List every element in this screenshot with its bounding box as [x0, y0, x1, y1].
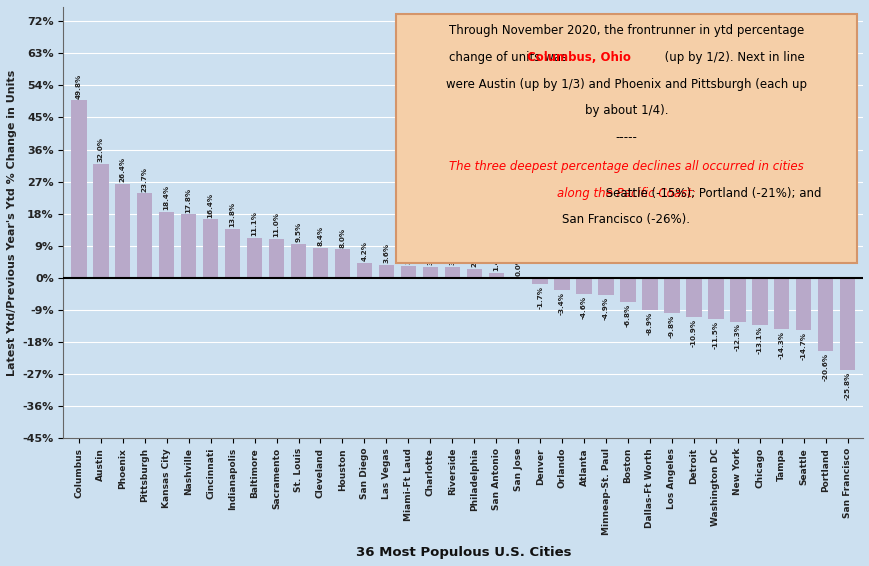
Bar: [93, 164, 109, 278]
Text: along the Pacific Coast:: along the Pacific Coast:: [556, 187, 695, 200]
Text: by about 1/4).: by about 1/4).: [584, 104, 667, 117]
Text: San Francisco (-26%).: San Francisco (-26%).: [561, 213, 690, 226]
Bar: [225, 229, 240, 278]
Text: -20.6%: -20.6%: [822, 353, 828, 381]
Text: 3.6%: 3.6%: [383, 243, 389, 263]
Text: 3.4%: 3.4%: [405, 244, 411, 264]
Bar: [137, 194, 152, 278]
Bar: [466, 269, 481, 278]
Text: 4.2%: 4.2%: [361, 241, 367, 261]
Text: change of units was                          (up by 1/2). Next in line: change of units was (up by 1/2). Next in…: [448, 51, 803, 64]
Bar: [795, 278, 811, 330]
Bar: [686, 278, 700, 317]
Text: 3.0%: 3.0%: [427, 245, 433, 265]
Text: 13.8%: 13.8%: [229, 201, 235, 227]
Text: 23.7%: 23.7%: [142, 166, 148, 191]
Bar: [620, 278, 635, 302]
Bar: [115, 184, 130, 278]
Y-axis label: Latest Ytd/Previous Year's Ytd % Change in Units: Latest Ytd/Previous Year's Ytd % Change …: [7, 70, 17, 376]
Text: -----: -----: [614, 131, 637, 144]
Text: -10.9%: -10.9%: [690, 319, 696, 346]
Bar: [729, 278, 745, 321]
Bar: [202, 220, 218, 278]
Text: 49.8%: 49.8%: [76, 73, 82, 98]
Bar: [335, 249, 349, 278]
Text: 11.1%: 11.1%: [251, 212, 257, 237]
Bar: [71, 100, 86, 278]
Text: 32.0%: 32.0%: [97, 137, 103, 162]
Text: 11.0%: 11.0%: [273, 212, 279, 237]
Text: 16.4%: 16.4%: [208, 192, 214, 217]
Text: -12.3%: -12.3%: [734, 323, 740, 351]
Text: -9.8%: -9.8%: [668, 315, 674, 338]
Text: -4.6%: -4.6%: [580, 296, 587, 319]
Bar: [576, 278, 591, 294]
Bar: [773, 278, 788, 329]
Bar: [269, 239, 284, 278]
Bar: [817, 278, 833, 351]
Text: 8.0%: 8.0%: [339, 228, 345, 247]
Text: -11.5%: -11.5%: [712, 320, 718, 349]
Text: were Austin (up by 1/3) and Phoenix and Pittsburgh (each up: were Austin (up by 1/3) and Phoenix and …: [446, 78, 806, 91]
Bar: [181, 215, 196, 278]
Bar: [839, 278, 854, 370]
Text: 17.8%: 17.8%: [185, 187, 191, 213]
Text: 3.0%: 3.0%: [448, 245, 454, 265]
Bar: [707, 278, 723, 319]
Text: The three deepest percentage declines all occurred in cities: The three deepest percentage declines al…: [448, 160, 803, 173]
X-axis label: 36 Most Populous U.S. Cities: 36 Most Populous U.S. Cities: [355, 546, 570, 559]
Bar: [313, 248, 328, 278]
Bar: [554, 278, 569, 290]
Bar: [422, 267, 437, 278]
Text: Seattle (-15%); Portland (-21%); and: Seattle (-15%); Portland (-21%); and: [601, 187, 820, 200]
Text: 18.4%: 18.4%: [163, 185, 169, 211]
Text: 8.4%: 8.4%: [317, 226, 323, 246]
Bar: [401, 265, 415, 278]
Text: -8.9%: -8.9%: [647, 311, 653, 335]
Bar: [290, 244, 306, 278]
Bar: [488, 273, 503, 278]
Text: -3.4%: -3.4%: [559, 291, 565, 315]
Text: 2.5%: 2.5%: [471, 247, 477, 267]
Bar: [247, 238, 262, 278]
Text: -1.7%: -1.7%: [536, 286, 542, 308]
Bar: [598, 278, 613, 295]
Bar: [664, 278, 679, 313]
Bar: [378, 265, 394, 278]
Bar: [641, 278, 657, 310]
Bar: [159, 212, 174, 278]
Text: Through November 2020, the frontrunner in ytd percentage: Through November 2020, the frontrunner i…: [448, 24, 803, 37]
Text: Columbus, Ohio: Columbus, Ohio: [527, 51, 630, 64]
Text: 9.5%: 9.5%: [295, 222, 302, 242]
Text: 1.4%: 1.4%: [493, 251, 499, 271]
Text: -6.8%: -6.8%: [624, 304, 630, 327]
Bar: [444, 267, 460, 278]
Text: 0.0%: 0.0%: [514, 256, 521, 276]
Bar: [356, 263, 372, 278]
Text: -14.3%: -14.3%: [778, 331, 784, 359]
Text: -4.9%: -4.9%: [602, 297, 608, 320]
Text: -13.1%: -13.1%: [756, 327, 762, 354]
Bar: [752, 278, 766, 324]
Text: -25.8%: -25.8%: [844, 371, 850, 400]
Bar: [532, 278, 547, 284]
Text: -14.7%: -14.7%: [799, 332, 806, 360]
Text: 26.4%: 26.4%: [120, 157, 126, 182]
